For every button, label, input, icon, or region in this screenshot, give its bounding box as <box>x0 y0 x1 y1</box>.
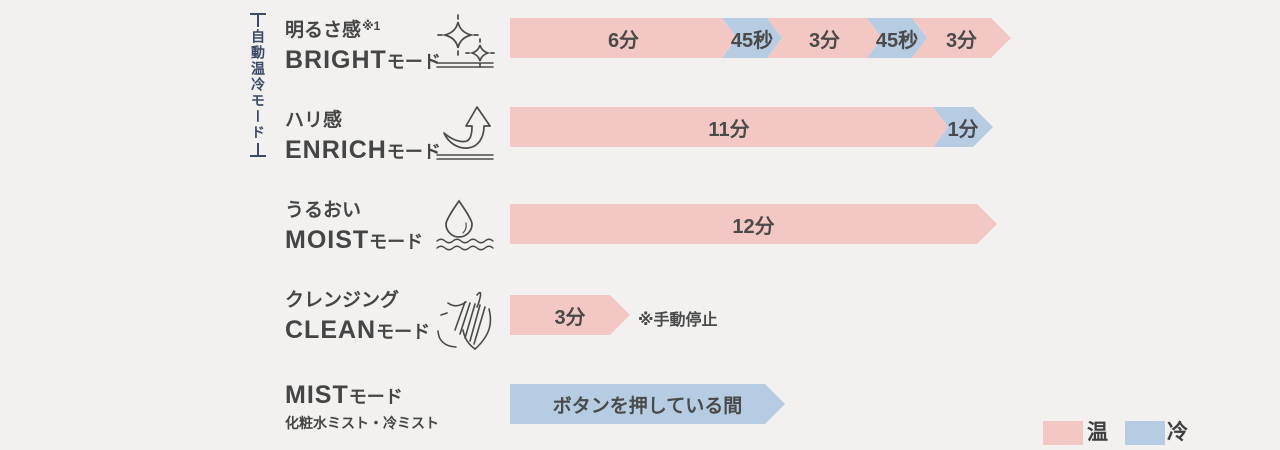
auto-mode-bracket: 自動温冷モード <box>245 13 271 169</box>
row-label-moist: うるおい MOISTモード <box>285 200 435 256</box>
row-label-text: モード <box>376 322 431 343</box>
row-label-text: モード <box>386 52 441 73</box>
row-label-text: MOIST <box>285 226 370 255</box>
row-label-line: BRIGHTモード <box>285 46 441 76</box>
row-label-text: ハリ感 <box>285 110 343 131</box>
bar-segment-warm <box>510 295 630 335</box>
row-label-text: BRIGHT <box>285 46 387 75</box>
bar-segment-warm <box>510 107 948 147</box>
row-label-clean: クレンジング CLEANモード <box>285 290 435 346</box>
row-label-mist: MISTモード化粧水ミスト・冷ミスト <box>285 381 439 434</box>
row-label-text: CLEAN <box>285 316 377 345</box>
bracket-bottom-tick <box>250 143 266 157</box>
row-label-text: モード <box>348 387 403 407</box>
row-label-line: うるおい <box>285 200 435 222</box>
row-label-text: モード <box>386 142 441 163</box>
bracket-top-tick <box>250 13 266 27</box>
row-label-line: 明るさ感※1 <box>285 19 435 42</box>
row-label-bright: 明るさ感※1 BRIGHTモード <box>285 19 441 76</box>
legend-cool-label: 冷 <box>1167 421 1188 444</box>
manual-stop-note: ※手動停止 <box>638 312 718 329</box>
row-label-line: MOISTモード <box>285 226 435 256</box>
bar-segment-warm <box>510 204 997 244</box>
bar-segment-warm <box>912 18 1011 58</box>
row-label-line: 化粧水ミスト・冷ミスト <box>285 415 439 434</box>
row-label-line: CLEANモード <box>285 316 435 346</box>
auto-mode-label: 自動温冷モード <box>250 29 266 141</box>
row-label-text: ENRICH <box>285 136 387 165</box>
row-label-line: MISTモード <box>285 381 435 411</box>
legend-warm-swatch <box>1043 421 1083 445</box>
lift-arrow-icon <box>435 103 495 169</box>
bar-segment-warm <box>510 18 737 58</box>
bar-segment-cool <box>510 384 785 424</box>
droplet-icon <box>435 197 495 263</box>
row-label-line: ハリ感 <box>285 110 435 132</box>
row-label-enrich: ハリ感 ENRICHモード <box>285 110 441 166</box>
row-label-text: MIST <box>285 381 349 409</box>
row-label-text: クレンジング <box>285 290 400 311</box>
legend-warm-label: 温 <box>1087 421 1108 444</box>
row-label-line: クレンジング <box>285 290 435 312</box>
row-label-text: 化粧水ミスト・冷ミスト <box>285 414 439 431</box>
bar-segment-warm <box>767 18 882 58</box>
face-wash-icon <box>435 286 495 352</box>
row-label-text: 明るさ感 <box>285 20 362 41</box>
row-label-line: ENRICHモード <box>285 136 441 166</box>
sparkles-icon <box>435 12 495 78</box>
row-label-text: ※1 <box>362 19 381 33</box>
legend-cool-swatch <box>1125 421 1165 445</box>
row-label-text: うるおい <box>285 200 362 221</box>
row-label-text: モード <box>369 232 424 253</box>
